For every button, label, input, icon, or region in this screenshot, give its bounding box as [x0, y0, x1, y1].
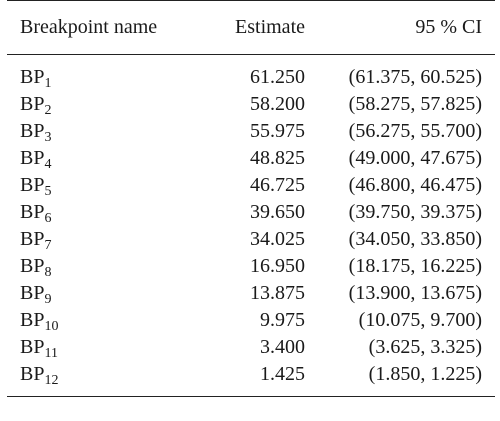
- breakpoint-name-cell: BP6: [7, 199, 170, 226]
- breakpoint-prefix: BP: [20, 255, 45, 277]
- breakpoint-prefix: BP: [20, 336, 45, 358]
- breakpoint-index: 9: [44, 292, 52, 307]
- breakpoint-prefix: BP: [20, 201, 45, 223]
- breakpoint-prefix: BP: [20, 93, 45, 115]
- table-row: BP2 58.200 (58.275, 57.825): [7, 91, 495, 118]
- breakpoint-index: 7: [44, 238, 52, 253]
- breakpoint-index: 2: [44, 103, 52, 118]
- breakpoint-table: Breakpoint name Estimate 95 % CI BP1 61.2…: [7, 0, 495, 397]
- breakpoint-table-container: Breakpoint name Estimate 95 % CI BP1 61.2…: [7, 0, 495, 397]
- table-row: BP1 61.250 (61.375, 60.525): [7, 55, 495, 92]
- header-estimate: Estimate: [235, 16, 305, 38]
- breakpoint-name-cell: BP5: [7, 172, 170, 199]
- table-row: BP10 9.975 (10.075, 9.700): [7, 307, 495, 334]
- breakpoint-name-cell: BP11: [7, 334, 170, 361]
- estimate-cell: 39.650: [250, 201, 305, 223]
- header-breakpoint-name: Breakpoint name: [20, 16, 158, 38]
- breakpoint-index: 12: [44, 373, 59, 388]
- estimate-cell: 1.425: [260, 363, 305, 385]
- breakpoint-prefix: BP: [20, 147, 45, 169]
- breakpoint-index: 3: [44, 130, 52, 145]
- header-ci: 95 % CI: [415, 16, 482, 38]
- ci-cell: (1.850, 1.225): [368, 363, 482, 385]
- breakpoint-name-cell: BP1: [7, 55, 170, 92]
- breakpoint-name-cell: BP9: [7, 280, 170, 307]
- ci-cell: (18.175, 16.225): [348, 255, 482, 277]
- ci-cell: (39.750, 39.375): [348, 201, 482, 223]
- table-row: BP4 48.825 (49.000, 47.675): [7, 145, 495, 172]
- breakpoint-name-cell: BP2: [7, 91, 170, 118]
- table-row: BP3 55.975 (56.275, 55.700): [7, 118, 495, 145]
- breakpoint-prefix: BP: [20, 309, 45, 331]
- breakpoint-index: 4: [44, 157, 52, 172]
- breakpoint-name-cell: BP8: [7, 253, 170, 280]
- breakpoint-index: 10: [44, 319, 59, 334]
- estimate-cell: 61.250: [250, 66, 305, 88]
- ci-cell: (10.075, 9.700): [358, 309, 482, 331]
- table-row: BP8 16.950 (18.175, 16.225): [7, 253, 495, 280]
- breakpoint-prefix: BP: [20, 282, 45, 304]
- ci-cell: (46.800, 46.475): [348, 174, 482, 196]
- breakpoint-prefix: BP: [20, 228, 45, 250]
- estimate-cell: 13.875: [250, 282, 305, 304]
- table-row: BP9 13.875 (13.900, 13.675): [7, 280, 495, 307]
- estimate-cell: 9.975: [260, 309, 305, 331]
- breakpoint-name-cell: BP4: [7, 145, 170, 172]
- ci-cell: (58.275, 57.825): [348, 93, 482, 115]
- breakpoint-index: 8: [44, 265, 52, 280]
- table-row: BP7 34.025 (34.050, 33.850): [7, 226, 495, 253]
- estimate-cell: 55.975: [250, 120, 305, 142]
- breakpoint-name-cell: BP10: [7, 307, 170, 334]
- table-row: BP11 3.400 (3.625, 3.325): [7, 334, 495, 361]
- ci-cell: (34.050, 33.850): [348, 228, 482, 250]
- ci-cell: (56.275, 55.700): [348, 120, 482, 142]
- estimate-cell: 58.200: [250, 93, 305, 115]
- table-row: BP12 1.425 (1.850, 1.225): [7, 361, 495, 397]
- breakpoint-index: 1: [44, 76, 52, 91]
- breakpoint-prefix: BP: [20, 66, 45, 88]
- table-row: BP5 46.725 (46.800, 46.475): [7, 172, 495, 199]
- table-header: Breakpoint name Estimate 95 % CI: [7, 0, 495, 55]
- estimate-cell: 48.825: [250, 147, 305, 169]
- breakpoint-prefix: BP: [20, 363, 45, 385]
- estimate-cell: 3.400: [260, 336, 305, 358]
- breakpoint-index: 11: [44, 346, 58, 361]
- ci-cell: (49.000, 47.675): [348, 147, 482, 169]
- estimate-cell: 16.950: [250, 255, 305, 277]
- table-row: BP6 39.650 (39.750, 39.375): [7, 199, 495, 226]
- breakpoint-name-cell: BP7: [7, 226, 170, 253]
- breakpoint-prefix: BP: [20, 174, 45, 196]
- breakpoint-name-cell: BP3: [7, 118, 170, 145]
- header-row: Breakpoint name Estimate 95 % CI: [7, 0, 495, 55]
- breakpoint-index: 6: [44, 211, 52, 226]
- table-body: BP1 61.250 (61.375, 60.525) BP2 58.200 (58.27…: [7, 55, 495, 397]
- estimate-cell: 46.725: [250, 174, 305, 196]
- ci-cell: (13.900, 13.675): [348, 282, 482, 304]
- breakpoint-name-cell: BP12: [7, 361, 170, 397]
- ci-cell: (61.375, 60.525): [348, 66, 482, 88]
- ci-cell: (3.625, 3.325): [368, 336, 482, 358]
- breakpoint-index: 5: [44, 184, 52, 199]
- estimate-cell: 34.025: [250, 228, 305, 250]
- breakpoint-prefix: BP: [20, 120, 45, 142]
